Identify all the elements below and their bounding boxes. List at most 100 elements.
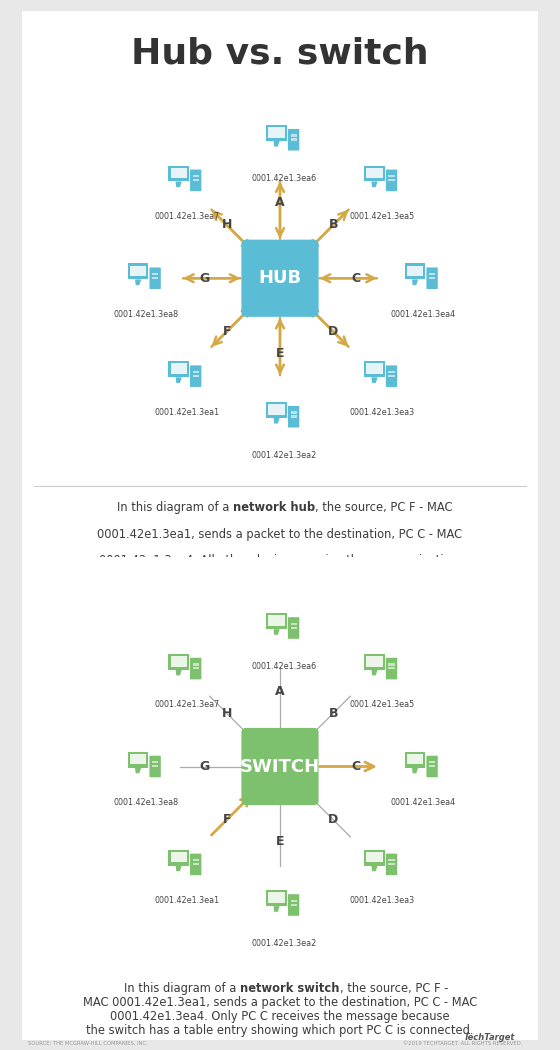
FancyBboxPatch shape: [268, 404, 285, 415]
Text: 0001.42e1.3ea2: 0001.42e1.3ea2: [252, 939, 317, 948]
Text: MAC 0001.42e1.3ea1, sends a packet to the destination, PC C - MAC: MAC 0001.42e1.3ea1, sends a packet to th…: [83, 995, 477, 1009]
Text: however. The message is broadcast to all other devices on the hub.: however. The message is broadcast to all…: [85, 580, 475, 592]
FancyBboxPatch shape: [288, 406, 299, 427]
Polygon shape: [412, 768, 418, 773]
FancyBboxPatch shape: [169, 849, 189, 865]
Text: F: F: [222, 814, 231, 826]
Text: E: E: [276, 836, 284, 848]
Text: A: A: [275, 196, 285, 209]
Polygon shape: [176, 865, 182, 871]
FancyBboxPatch shape: [268, 127, 285, 138]
FancyBboxPatch shape: [267, 613, 287, 629]
FancyBboxPatch shape: [389, 863, 395, 865]
Text: 0001.42e1.3ea8: 0001.42e1.3ea8: [114, 310, 179, 319]
Text: G: G: [199, 760, 209, 773]
Text: D: D: [328, 814, 338, 826]
FancyBboxPatch shape: [288, 617, 299, 638]
Text: In this diagram of a network hub, the source, PC F - MAC: In this diagram of a network hub, the so…: [117, 502, 443, 514]
Polygon shape: [176, 182, 182, 187]
FancyBboxPatch shape: [389, 667, 395, 670]
FancyBboxPatch shape: [366, 363, 382, 374]
FancyBboxPatch shape: [389, 371, 395, 373]
FancyBboxPatch shape: [407, 754, 423, 764]
Text: In this diagram of a: In this diagram of a: [117, 502, 233, 514]
Text: 0001.42e1.3ea1, sends a packet to the destination, PC C - MAC: 0001.42e1.3ea1, sends a packet to the de…: [97, 527, 463, 541]
FancyBboxPatch shape: [389, 178, 395, 182]
FancyBboxPatch shape: [429, 761, 435, 763]
FancyBboxPatch shape: [407, 266, 423, 276]
FancyBboxPatch shape: [291, 412, 297, 414]
Text: In this diagram of a: In this diagram of a: [124, 982, 240, 994]
Text: ©2019 TECHTARGET. ALL RIGHTS RESERVED.: ©2019 TECHTARGET. ALL RIGHTS RESERVED.: [403, 1041, 522, 1046]
Text: the switch has a table entry showing which port PC C is connected.: the switch has a table entry showing whi…: [86, 1024, 474, 1036]
FancyBboxPatch shape: [386, 657, 397, 679]
FancyBboxPatch shape: [366, 168, 382, 178]
FancyBboxPatch shape: [130, 754, 146, 764]
FancyBboxPatch shape: [291, 416, 297, 418]
Text: 0001.42e1.3ea8: 0001.42e1.3ea8: [114, 798, 179, 807]
Text: 0001.42e1.3ea4. Only PC C receives the message because: 0001.42e1.3ea4. Only PC C receives the m…: [110, 1009, 450, 1023]
FancyBboxPatch shape: [268, 892, 285, 903]
Text: SOURCE: THE MCGRAW-HILL COMPANIES, INC.: SOURCE: THE MCGRAW-HILL COMPANIES, INC.: [28, 1041, 148, 1046]
FancyBboxPatch shape: [150, 268, 161, 289]
Text: 0001.42e1.3ea4: 0001.42e1.3ea4: [390, 310, 456, 319]
Polygon shape: [412, 279, 418, 285]
FancyBboxPatch shape: [169, 361, 189, 377]
Text: 0001.42e1.3ea2: 0001.42e1.3ea2: [252, 450, 317, 460]
FancyBboxPatch shape: [193, 178, 199, 182]
Text: Hub vs. switch: Hub vs. switch: [131, 37, 429, 70]
Text: SWITCH: SWITCH: [240, 757, 320, 776]
Text: 0001.42e1.3ea4. All other devices receive the communication,: 0001.42e1.3ea4. All other devices receiv…: [99, 553, 461, 567]
FancyBboxPatch shape: [389, 175, 395, 177]
FancyBboxPatch shape: [190, 365, 202, 387]
FancyBboxPatch shape: [170, 363, 187, 374]
FancyBboxPatch shape: [193, 667, 199, 670]
FancyBboxPatch shape: [193, 375, 199, 377]
FancyBboxPatch shape: [170, 168, 187, 178]
FancyBboxPatch shape: [193, 863, 199, 865]
FancyBboxPatch shape: [366, 656, 382, 667]
FancyBboxPatch shape: [152, 273, 158, 275]
Text: network hub: network hub: [233, 502, 315, 514]
FancyBboxPatch shape: [426, 268, 438, 289]
Text: 0001.42e1.3ea5: 0001.42e1.3ea5: [350, 700, 415, 710]
FancyBboxPatch shape: [365, 654, 385, 670]
Text: 0001.42e1.3ea7: 0001.42e1.3ea7: [154, 700, 220, 710]
FancyBboxPatch shape: [267, 125, 287, 141]
Text: C: C: [351, 272, 360, 285]
Text: 0001.42e1.3ea5: 0001.42e1.3ea5: [350, 212, 415, 222]
FancyBboxPatch shape: [291, 904, 297, 906]
Text: HUB: HUB: [258, 269, 302, 288]
Text: E: E: [276, 348, 284, 360]
FancyBboxPatch shape: [241, 728, 319, 805]
FancyBboxPatch shape: [152, 277, 158, 279]
FancyBboxPatch shape: [169, 166, 189, 182]
FancyBboxPatch shape: [150, 756, 161, 777]
FancyBboxPatch shape: [291, 139, 297, 141]
FancyBboxPatch shape: [193, 664, 199, 666]
FancyBboxPatch shape: [128, 264, 148, 279]
Text: 0001.42e1.3ea1, sends a packet to the destination, PC C - MAC: 0001.42e1.3ea1, sends a packet to the de…: [97, 527, 463, 541]
Text: 0001.42e1.3ea4. Only PC C receives the message because: 0001.42e1.3ea4. Only PC C receives the m…: [110, 1009, 450, 1023]
Text: the switch has a table entry showing which port PC C is connected.: the switch has a table entry showing whi…: [86, 1024, 474, 1036]
FancyBboxPatch shape: [190, 169, 202, 191]
Text: G: G: [199, 272, 209, 285]
FancyBboxPatch shape: [241, 239, 319, 317]
Text: 0001.42e1.3ea4: 0001.42e1.3ea4: [390, 798, 456, 807]
FancyBboxPatch shape: [288, 129, 299, 150]
Text: 0001.42e1.3ea1: 0001.42e1.3ea1: [154, 408, 219, 417]
FancyBboxPatch shape: [170, 852, 187, 862]
Text: , the source, PC F -: , the source, PC F -: [340, 982, 448, 994]
FancyBboxPatch shape: [170, 656, 187, 667]
FancyBboxPatch shape: [429, 277, 435, 279]
FancyBboxPatch shape: [365, 849, 385, 865]
FancyBboxPatch shape: [365, 166, 385, 182]
Polygon shape: [371, 865, 377, 871]
Text: 0001.42e1.3ea7: 0001.42e1.3ea7: [154, 212, 220, 222]
Polygon shape: [176, 670, 182, 675]
Text: 0001.42e1.3ea3: 0001.42e1.3ea3: [350, 897, 415, 905]
Text: 0001.42e1.3ea6: 0001.42e1.3ea6: [252, 174, 317, 183]
Text: F: F: [222, 326, 231, 338]
Polygon shape: [273, 629, 279, 635]
FancyBboxPatch shape: [429, 273, 435, 275]
